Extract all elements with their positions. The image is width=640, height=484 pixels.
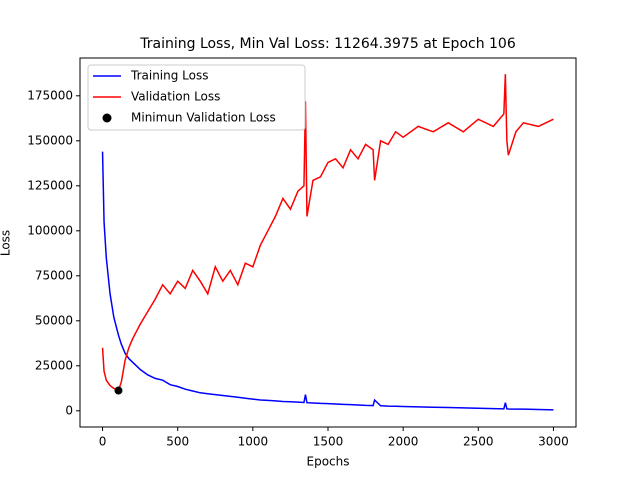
point: [114, 386, 123, 395]
y-tick-label: 175000: [27, 88, 73, 102]
y-tick-label: 100000: [27, 223, 73, 237]
x-axis-label: Epochs: [307, 455, 350, 469]
chart-title: Training Loss, Min Val Loss: 11264.3975 …: [139, 36, 516, 52]
x-tick-label: 1000: [238, 435, 269, 449]
x-tick-label: 1500: [313, 435, 344, 449]
legend-label: Training Loss: [130, 69, 208, 83]
legend-marker: [102, 113, 112, 123]
y-axis-label: Loss: [0, 230, 13, 256]
y-tick-label: 50000: [35, 313, 73, 327]
y-tick-label: 75000: [35, 268, 73, 282]
legend-label: Validation Loss: [131, 90, 220, 104]
x-tick-label: 2000: [388, 435, 419, 449]
x-tick-label: 0: [99, 435, 107, 449]
x-tick-label: 3000: [538, 435, 569, 449]
x-tick-label: 2500: [463, 435, 494, 449]
y-tick-label: 0: [65, 403, 73, 417]
y-tick-label: 150000: [27, 133, 73, 147]
y-tick-label: 125000: [27, 178, 73, 192]
line: [101, 74, 554, 392]
x-tick-label: 500: [166, 435, 189, 449]
plot-frame: [79, 57, 577, 428]
y-tick-label: 25000: [35, 358, 73, 372]
legend-label: Minimun Validation Loss: [131, 111, 276, 125]
line: [101, 151, 554, 411]
legend-box: [87, 64, 306, 131]
